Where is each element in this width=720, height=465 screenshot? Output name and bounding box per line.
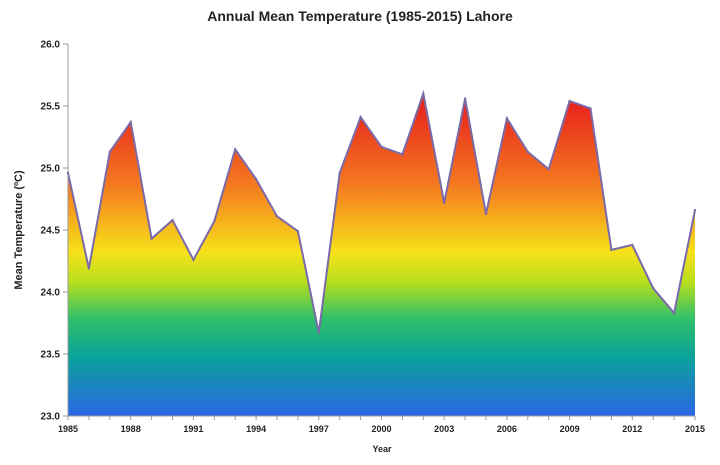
data-point bbox=[652, 287, 655, 290]
y-tick-label: 26.0 bbox=[41, 40, 61, 51]
y-axis-ticks: 23.0 23.5 24.0 24.5 25.0 25.5 26.0 bbox=[41, 40, 68, 423]
data-point bbox=[401, 153, 404, 156]
x-tick-label: 2006 bbox=[497, 424, 517, 434]
data-point bbox=[192, 258, 195, 261]
data-point bbox=[443, 201, 446, 204]
data-point bbox=[150, 237, 153, 240]
x-tick-label: 1985 bbox=[58, 424, 78, 434]
data-point bbox=[87, 267, 91, 270]
data-point bbox=[693, 208, 697, 212]
data-point bbox=[547, 168, 550, 171]
chart-title: Annual Mean Temperature (1985-2015) Laho… bbox=[207, 8, 513, 24]
data-point bbox=[568, 99, 571, 103]
y-tick-label: 23.5 bbox=[41, 350, 61, 361]
x-tick-label: 2000 bbox=[371, 424, 391, 434]
data-point bbox=[171, 218, 174, 222]
data-point bbox=[526, 150, 529, 154]
x-tick-label: 1988 bbox=[121, 424, 141, 434]
data-point bbox=[359, 115, 362, 119]
x-axis-ticks: 1985 1988 1991 1994 1997 2000 2003 2006 2009 2012… bbox=[58, 416, 705, 434]
y-tick-label: 25.5 bbox=[41, 102, 61, 113]
data-point bbox=[66, 171, 70, 175]
data-point bbox=[254, 177, 258, 181]
y-axis-title: Mean Temperature (ºC) bbox=[13, 170, 25, 290]
data-point bbox=[296, 230, 300, 233]
data-point bbox=[672, 311, 676, 315]
data-point bbox=[505, 117, 509, 120]
data-point bbox=[589, 107, 592, 110]
data-point bbox=[275, 215, 279, 218]
x-tick-label: 2003 bbox=[434, 424, 454, 434]
y-tick-label: 25.0 bbox=[41, 164, 61, 175]
x-tick-label: 1997 bbox=[309, 424, 329, 434]
data-point bbox=[380, 145, 383, 149]
area-fill bbox=[68, 93, 695, 416]
x-tick-label: 1994 bbox=[246, 424, 266, 434]
y-tick-label: 24.0 bbox=[41, 288, 61, 299]
data-point bbox=[317, 331, 320, 335]
y-tick-label: 23.0 bbox=[41, 412, 61, 423]
data-point bbox=[422, 92, 425, 95]
data-point bbox=[610, 248, 613, 252]
data-point bbox=[108, 150, 112, 154]
x-tick-label: 2012 bbox=[622, 424, 642, 434]
data-point bbox=[631, 243, 634, 247]
data-point bbox=[338, 171, 341, 175]
data-point bbox=[213, 220, 216, 223]
x-tick-label: 1991 bbox=[183, 424, 203, 434]
data-point bbox=[463, 97, 467, 100]
x-tick-label: 2009 bbox=[560, 424, 580, 434]
data-point bbox=[484, 212, 488, 216]
data-point bbox=[234, 148, 237, 151]
data-point bbox=[129, 120, 132, 124]
y-tick-label: 24.5 bbox=[41, 226, 61, 237]
x-tick-label: 2015 bbox=[685, 424, 705, 434]
x-axis-title: Year bbox=[372, 444, 392, 454]
